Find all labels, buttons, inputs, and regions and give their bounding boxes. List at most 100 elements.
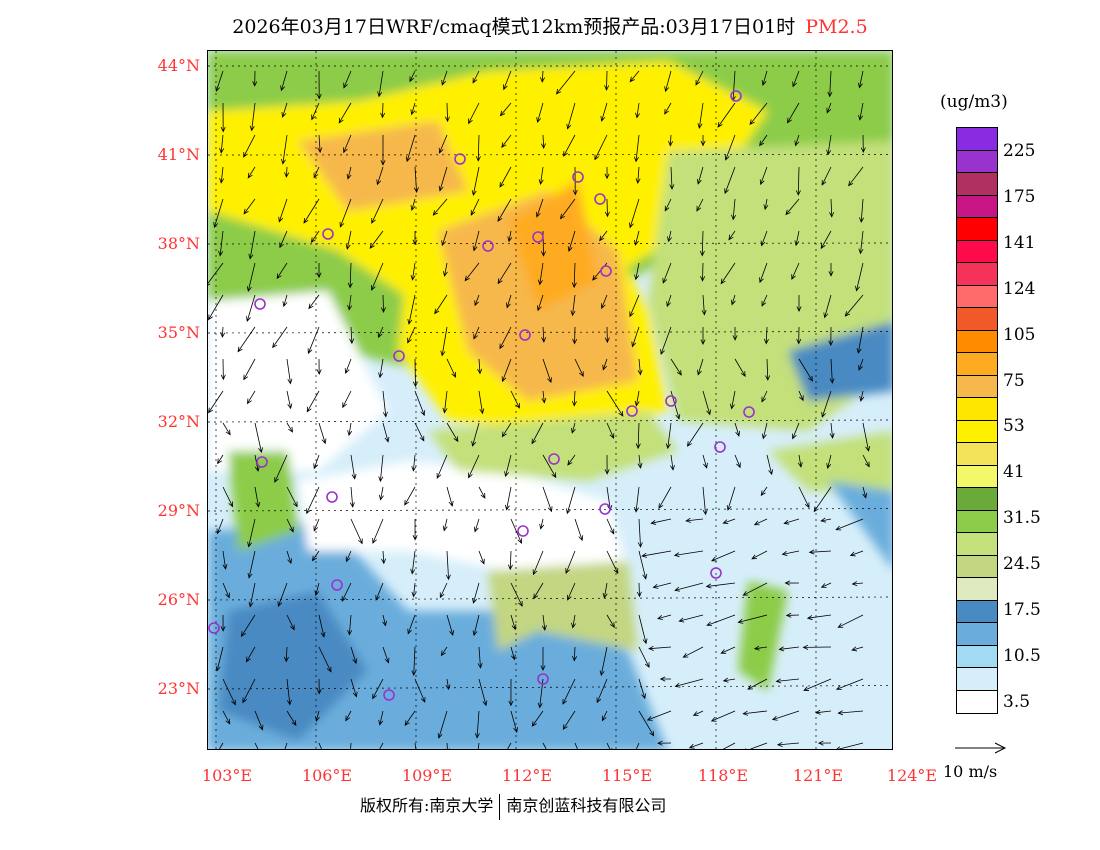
wind-arrow <box>284 742 288 749</box>
wind-arrow <box>538 166 544 185</box>
wind-arrow <box>274 454 288 483</box>
wind-arrow <box>567 454 576 466</box>
wind-arrow <box>856 326 864 354</box>
wind-arrow <box>347 262 353 289</box>
wind-arrow <box>829 422 835 439</box>
wind-arrow <box>692 710 704 716</box>
wind-arrow <box>444 742 450 749</box>
wind-arrow <box>720 646 736 654</box>
wind-arrow <box>506 294 512 309</box>
lon-label: 118°E <box>697 766 749 785</box>
wind-arrow <box>372 678 384 700</box>
wind-arrow <box>407 294 416 325</box>
station-marker <box>599 503 611 515</box>
legend-color-box <box>957 240 997 263</box>
wind-arrow <box>499 166 512 188</box>
wind-arrow <box>759 134 768 147</box>
wind-arrow <box>254 742 259 749</box>
species-label: PM2.5 <box>805 16 868 38</box>
wind-arrow <box>634 486 640 513</box>
wind-arrow <box>828 262 834 277</box>
wind-arrow <box>540 134 546 150</box>
wind-arrow <box>350 454 357 480</box>
wind-arrow <box>286 550 292 565</box>
legend-label: 105 <box>1003 324 1036 345</box>
wind-arrow <box>669 454 675 471</box>
wind-arrow <box>478 486 486 499</box>
wind-arrow <box>763 326 769 345</box>
wind-arrow <box>820 517 832 523</box>
wind-arrow <box>565 550 576 574</box>
wind-arrow <box>761 294 768 307</box>
station-marker <box>517 525 529 537</box>
wind-arrow <box>862 422 871 452</box>
wind-arrow <box>567 230 576 253</box>
wind-arrow <box>730 294 736 306</box>
wind-arrow <box>440 646 448 657</box>
wind-arrow <box>571 262 577 289</box>
wind-arrow <box>222 582 230 599</box>
wind-arrow <box>665 422 672 450</box>
wind-arrow <box>369 230 384 249</box>
pm25-concentration-map <box>207 50 893 750</box>
wind-arrow <box>375 582 384 601</box>
wind-arrow <box>629 294 640 318</box>
lat-label: 38°N <box>157 234 200 253</box>
wind-arrow <box>464 262 480 282</box>
wind-arrow <box>821 166 832 186</box>
wind-arrow <box>286 614 295 631</box>
wind-arrow <box>344 358 352 374</box>
wind-arrow <box>820 230 832 250</box>
wind-arrow <box>660 326 672 355</box>
wind-arrow <box>753 518 768 526</box>
legend-color-box <box>957 173 997 196</box>
wind-arrow <box>606 614 615 629</box>
wind-arrow <box>851 646 864 652</box>
wind-arrow <box>533 582 544 600</box>
wind-arrow <box>218 742 224 749</box>
wind-arrow <box>446 614 454 636</box>
company-text: 南京创蓝科技有限公司 <box>506 796 667 815</box>
wind-arrow <box>638 614 648 645</box>
wind-arrow <box>731 198 737 221</box>
wind-arrow <box>347 294 353 311</box>
legend-color-box <box>957 668 997 691</box>
wind-arrow <box>343 134 352 154</box>
legend-color-box <box>957 600 997 623</box>
wind-arrow <box>606 390 624 417</box>
wind-arrow <box>284 166 290 178</box>
wind-arrow <box>317 134 323 154</box>
wind-arrow <box>208 262 224 286</box>
wind-arrow <box>606 518 615 535</box>
station-marker <box>665 395 677 407</box>
wind-arrow <box>281 102 288 118</box>
wind-arrow <box>243 358 256 381</box>
wind-arrow <box>765 358 771 381</box>
wind-arrow <box>404 486 416 506</box>
station-marker <box>326 491 338 503</box>
wind-arrow <box>657 740 672 746</box>
legend-color-box <box>957 263 997 286</box>
wind-arrow <box>817 740 832 746</box>
wind-arrow <box>318 742 322 749</box>
wind-arrow <box>313 454 320 470</box>
wind-arrow <box>667 230 672 243</box>
wind-arrow <box>601 710 608 722</box>
wind-arrow <box>641 550 672 558</box>
wind-arrow <box>674 582 704 592</box>
legend-color-box <box>957 510 997 533</box>
wind-arrow <box>792 70 800 88</box>
wind-vectors <box>208 70 871 749</box>
wind-arrow <box>339 198 352 228</box>
wind-arrow <box>859 198 865 224</box>
wind-arrow <box>286 710 297 727</box>
wind-arrow <box>473 326 480 340</box>
wind-arrow <box>796 294 802 313</box>
wind-arrow <box>540 646 546 672</box>
wind-arrow <box>606 742 613 749</box>
wind-arrow <box>696 166 704 185</box>
station-marker <box>256 456 268 468</box>
wind-arrow <box>446 358 456 378</box>
wind-arrow <box>346 166 352 180</box>
wind-arrow <box>347 614 353 636</box>
